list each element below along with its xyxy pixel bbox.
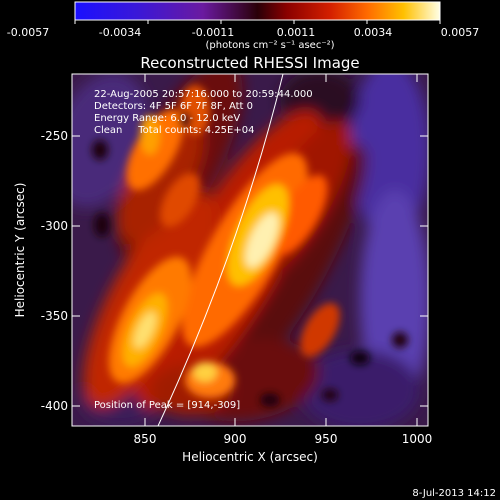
y-tick-label: -400 [41, 399, 68, 413]
colorbar-tick-label: -0.0057 [7, 26, 49, 39]
colorbar: -0.0057 -0.0034 -0.0011 0.0011 0.0034 0.… [7, 1, 480, 51]
footer-timestamp: 8-Jul-2013 14:12 [412, 488, 496, 499]
colorbar-tick-label: 0.0011 [277, 26, 316, 39]
x-tick-label: 1000 [402, 432, 433, 446]
colorbar-tick-label: 0.0057 [441, 26, 480, 39]
plot-frame [71, 73, 429, 427]
time-range-text: 22-Aug-2005 20:57:16.000 to 20:59:44.000 [94, 89, 313, 100]
colorbar-units: (photons cm⁻² s⁻¹ asec⁻²) [205, 40, 334, 51]
colorbar-gradient [74, 1, 441, 21]
detectors-text: Detectors: 4F 5F 6F 7F 8F, Att 0 [94, 101, 253, 112]
plot-title: Reconstructed RHESSI Image [140, 54, 359, 72]
peak-position-text: Position of Peak = [914,-309] [94, 400, 240, 411]
x-tick-label: 850 [134, 432, 157, 446]
solar-limb-curve [157, 73, 284, 427]
y-axis-label: Heliocentric Y (arcsec) [13, 183, 27, 318]
colorbar-tick-label: -0.0034 [99, 26, 141, 39]
y-tick-label: -350 [41, 309, 68, 323]
x-axis-label: Heliocentric X (arcsec) [182, 450, 318, 464]
x-tick-label: 950 [315, 432, 338, 446]
y-tick-label: -300 [41, 219, 68, 233]
image-annotations: 22-Aug-2005 20:57:16.000 to 20:59:44.000… [94, 89, 313, 411]
heatmap-image [72, 74, 428, 426]
x-tick-label: 900 [224, 432, 247, 446]
colorbar-tick-label: -0.0011 [192, 26, 234, 39]
clean-counts-text: Clean Total counts: 4.25E+04 [94, 125, 254, 136]
colorbar-tick-label: 0.0034 [354, 26, 393, 39]
energy-range-text: Energy Range: 6.0 - 12.0 keV [94, 113, 240, 124]
axis-ticks [72, 74, 428, 426]
y-tick-label: -250 [41, 129, 68, 143]
